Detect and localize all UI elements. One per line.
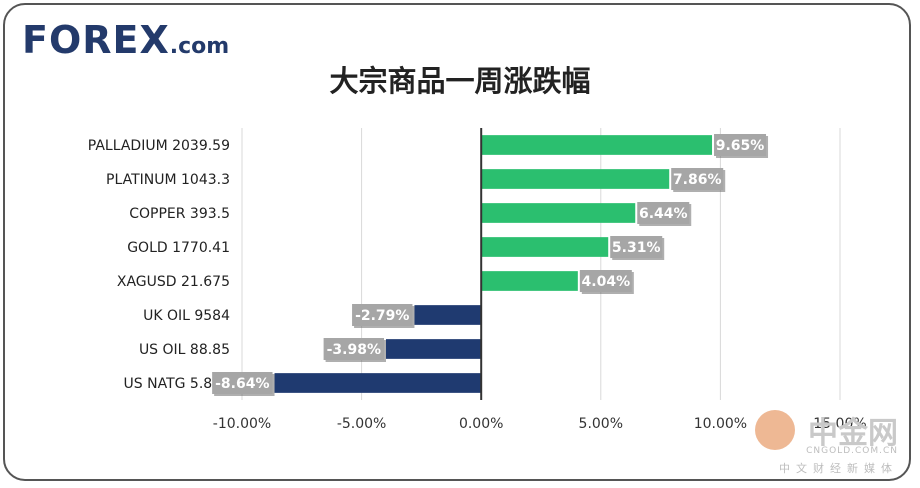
x-tick-label: 10.00% bbox=[694, 416, 747, 432]
data-label: -3.98% bbox=[327, 342, 381, 358]
x-tick-label: 5.00% bbox=[579, 416, 623, 432]
category-label: US NATG 5.892 bbox=[124, 376, 230, 392]
data-label-box bbox=[579, 270, 632, 292]
data-label: 4.04% bbox=[582, 274, 631, 290]
category-label: UK OIL 9584 bbox=[143, 308, 230, 324]
data-label-box bbox=[671, 168, 724, 190]
bar bbox=[481, 135, 713, 155]
cngold-logo-icon bbox=[755, 410, 795, 450]
x-tick-label: -10.00% bbox=[213, 416, 271, 432]
bar bbox=[481, 169, 670, 189]
data-label-box bbox=[714, 134, 767, 156]
cngold-watermark: 中金网 CNGOLD.COM.CN 中文财经新媒体 bbox=[753, 408, 908, 478]
category-label: COPPER 393.5 bbox=[129, 206, 230, 222]
chart-title: 大宗商品一周涨跌幅 bbox=[329, 64, 591, 98]
watermark-main: 中金网 bbox=[808, 416, 898, 451]
bar bbox=[414, 305, 482, 325]
data-label: 5.31% bbox=[612, 240, 661, 256]
data-label: -8.64% bbox=[215, 376, 269, 392]
bar bbox=[274, 373, 482, 393]
x-tick-label: 15.00% bbox=[813, 416, 866, 432]
bar bbox=[481, 203, 636, 223]
data-label: 7.86% bbox=[673, 172, 722, 188]
data-label: -2.79% bbox=[355, 308, 409, 324]
data-label-box bbox=[610, 236, 663, 258]
bar bbox=[385, 339, 482, 359]
data-label-box bbox=[212, 372, 273, 394]
data-label-box bbox=[323, 338, 384, 360]
data-label: 6.44% bbox=[639, 206, 688, 222]
x-tick-label: -5.00% bbox=[337, 416, 387, 432]
category-label: PALLADIUM 2039.59 bbox=[88, 138, 230, 154]
chart-frame bbox=[3, 3, 911, 481]
category-label: PLATINUM 1043.3 bbox=[106, 172, 230, 188]
data-label-box bbox=[637, 202, 690, 224]
forex-logo: FOREX.com bbox=[22, 18, 229, 62]
bar bbox=[481, 237, 609, 257]
category-label: XAGUSD 21.675 bbox=[117, 274, 230, 290]
category-label: US OIL 88.85 bbox=[139, 342, 230, 358]
logo-suffix: .com bbox=[169, 34, 230, 59]
data-label: 9.65% bbox=[716, 138, 765, 154]
data-label-box bbox=[352, 304, 413, 326]
watermark-sub2: 中文财经新媒体 bbox=[779, 462, 898, 475]
watermark-sub: CNGOLD.COM.CN bbox=[806, 446, 898, 456]
logo-main: FOREX bbox=[22, 18, 170, 62]
category-label: GOLD 1770.41 bbox=[127, 240, 230, 256]
bar bbox=[481, 271, 578, 291]
x-tick-label: 0.00% bbox=[459, 416, 503, 432]
